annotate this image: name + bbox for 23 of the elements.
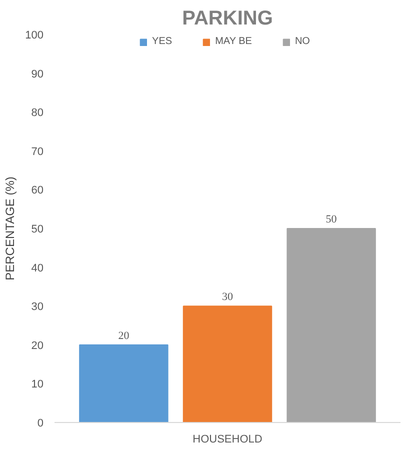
y-tick-label: 50 [31, 224, 44, 236]
bar [182, 306, 272, 422]
y-tick-label: 0 [37, 418, 44, 430]
data-label: 50 [326, 214, 338, 226]
y-axis-title: PERCENTAGE (%) [3, 176, 18, 280]
y-tick-label: 20 [31, 340, 44, 352]
y-tick-label: 30 [31, 301, 44, 314]
y-tick-label: 80 [31, 107, 44, 120]
legend-label: NO [294, 36, 311, 47]
chart-title: PARKING [182, 8, 273, 30]
y-tick-label: 10 [31, 378, 44, 391]
data-label: 30 [222, 291, 234, 304]
y-tick-label: 60 [31, 184, 44, 197]
bar [286, 228, 376, 422]
legend-label: YES [152, 36, 172, 47]
x-tick-label: HOUSEHOLD [192, 434, 262, 446]
y-tick-label: 90 [31, 68, 44, 80]
y-tick-label: 40 [31, 262, 44, 274]
bar [79, 344, 168, 422]
y-tick-label: 70 [31, 146, 44, 158]
data-label: 20 [118, 330, 130, 342]
legend-label: MAY BE [215, 36, 252, 47]
y-tick-label: 100 [25, 30, 44, 42]
